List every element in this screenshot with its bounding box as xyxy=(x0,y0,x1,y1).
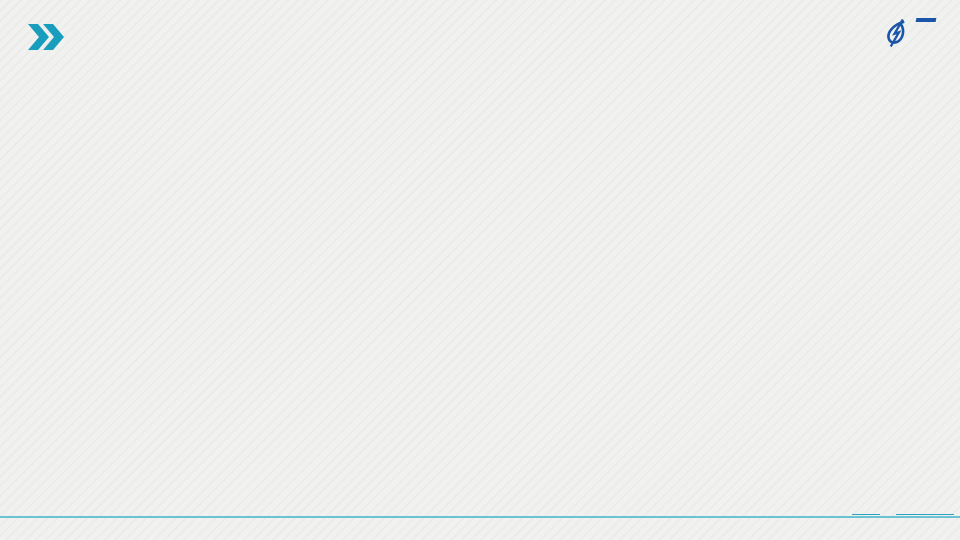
release-line-right xyxy=(896,514,954,515)
cpca-logo xyxy=(879,18,937,54)
release-line-left xyxy=(852,514,880,515)
slide-header xyxy=(28,24,72,50)
cpca-wordmark xyxy=(915,18,937,23)
double-chevron-icon xyxy=(28,24,64,50)
footer-divider xyxy=(0,516,960,518)
production-table xyxy=(48,85,912,505)
release-note xyxy=(852,514,954,515)
cpca-acronym-badge xyxy=(915,18,937,22)
cpca-swoosh-icon xyxy=(879,18,913,54)
